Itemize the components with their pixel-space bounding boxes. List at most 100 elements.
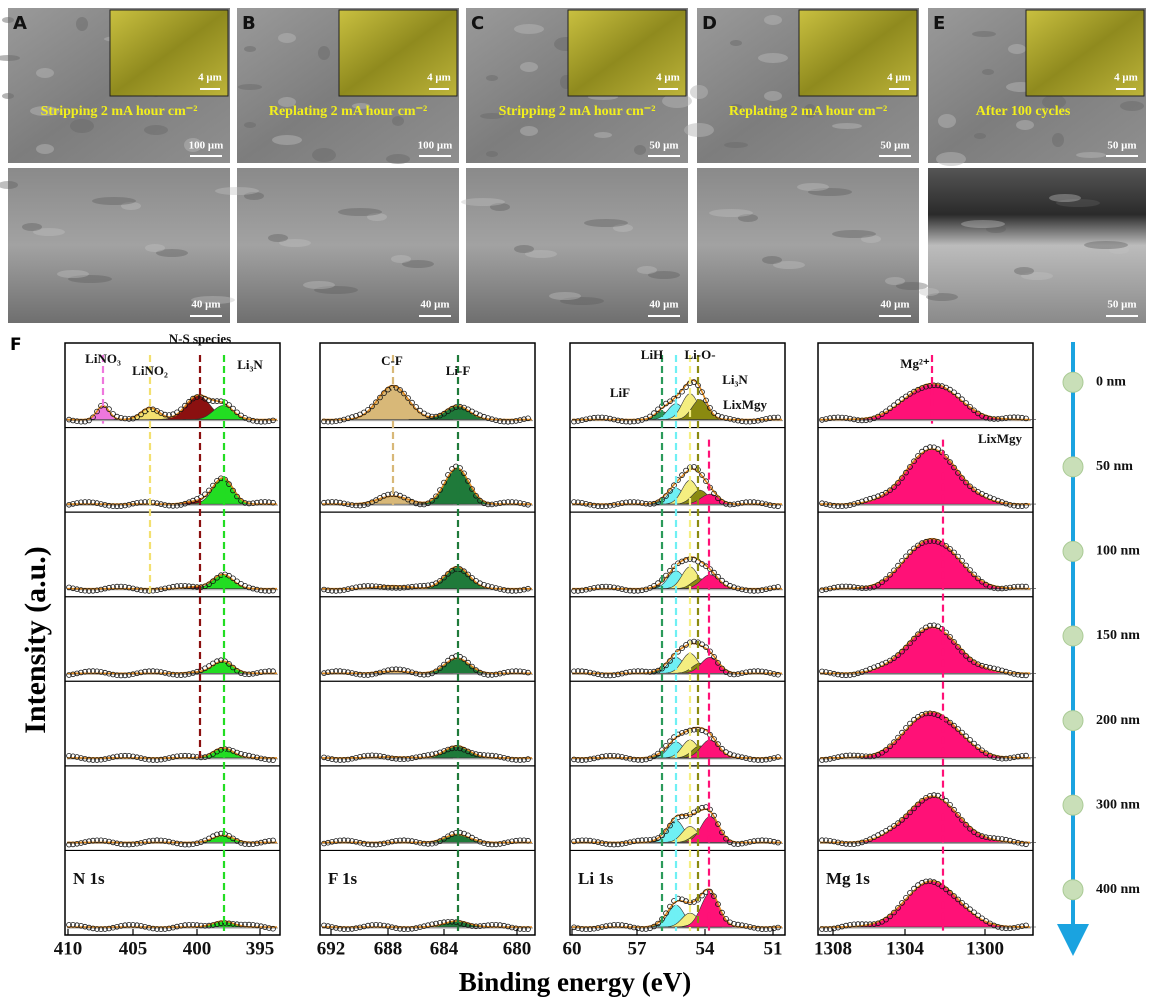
sem-texture: [758, 53, 788, 63]
sem-texture: [318, 46, 330, 60]
depth-marker: [1063, 626, 1083, 646]
peak-label: LiF: [610, 385, 630, 400]
sem-texture: [76, 17, 88, 31]
sem-texture: [730, 40, 742, 46]
sem-texture: [832, 230, 876, 238]
depth-label: 150 nm: [1096, 628, 1140, 643]
sem-texture: [1076, 152, 1106, 158]
sem-texture: [724, 142, 748, 148]
sem-texture: [972, 31, 996, 37]
sem-texture: [762, 256, 782, 264]
panel-letter: D: [702, 13, 717, 34]
panel-letter: E: [933, 13, 945, 34]
x-axis-title: Binding energy (eV): [459, 967, 692, 997]
peak-label: LixMgy: [978, 431, 1023, 446]
x-tick-label: 400: [183, 938, 212, 959]
x-tick-label: 688: [374, 938, 403, 959]
sem-texture: [974, 133, 986, 139]
x-tick-label: 680: [503, 938, 532, 959]
depth-marker: [1063, 541, 1083, 561]
element-label: N 1s: [73, 869, 105, 888]
inset-scale: 4 μm: [656, 72, 680, 84]
sem-texture: [1120, 101, 1144, 111]
panel-letter: C: [471, 13, 484, 34]
sem-texture: [57, 270, 89, 278]
bottom-scale: 40 μm: [880, 299, 909, 311]
x-tick-label: 54: [696, 938, 716, 959]
peak-label: Li₃N: [237, 357, 263, 372]
sem-texture: [982, 69, 994, 75]
x-tick-label: 57: [628, 938, 648, 959]
sem-texture: [36, 144, 54, 154]
peak-label: Li-O-: [684, 347, 715, 362]
sem-texture: [268, 234, 288, 242]
sem-texture: [764, 15, 782, 25]
x-tick-label: 684: [430, 938, 459, 959]
sem-texture: [145, 244, 165, 252]
x-tick-label: 410: [54, 938, 83, 959]
sem-texture: [238, 84, 262, 90]
x-tick-label: 1308: [814, 938, 852, 959]
envelope: [322, 746, 532, 758]
envelope: [322, 921, 532, 927]
envelope: [67, 575, 277, 589]
sem-texture: [272, 135, 302, 145]
peak-label: C-F: [381, 353, 403, 368]
sem-texture: [70, 119, 94, 133]
sem-texture: [764, 91, 782, 101]
sem-texture: [594, 132, 612, 138]
top-scale: 50 μm: [649, 140, 678, 152]
sem-texture: [520, 126, 538, 136]
depth-label: 50 nm: [1096, 459, 1133, 474]
inset-scale: 4 μm: [887, 72, 911, 84]
sem-texture: [244, 122, 256, 128]
bottom-scale: 40 μm: [649, 299, 678, 311]
depth-label: 200 nm: [1096, 713, 1140, 728]
top-scale: 100 μm: [189, 140, 224, 152]
sem-texture: [303, 281, 335, 289]
top-scale: 100 μm: [418, 140, 453, 152]
sem-texture: [338, 208, 382, 216]
sem-texture: [797, 183, 829, 191]
sem-texture: [144, 125, 168, 135]
x-tick-label: 405: [119, 938, 148, 959]
depth-marker: [1063, 711, 1083, 731]
depth-marker: [1063, 457, 1083, 477]
sem-texture: [684, 123, 714, 137]
inset-scale: 4 μm: [198, 72, 222, 84]
bottom-scale: 40 μm: [191, 299, 220, 311]
top-scale: 50 μm: [880, 140, 909, 152]
depth-label: 100 nm: [1096, 544, 1140, 559]
x-tick-label: 395: [246, 938, 275, 959]
figure: F Intensity (a.u.) Binding energy (eV) 4…: [0, 0, 1149, 1000]
sem-caption: Stripping 2 mA hour cm⁻²: [41, 104, 198, 119]
sem-texture: [486, 151, 498, 157]
sem-texture: [244, 46, 256, 52]
peak-label: LixMgy: [723, 397, 768, 412]
sem-texture: [637, 266, 657, 274]
fit-component: [828, 712, 1036, 758]
sem-texture: [961, 220, 1005, 228]
sem-texture: [584, 219, 628, 227]
inset-scale: 4 μm: [427, 72, 451, 84]
fit-component: [828, 539, 1036, 589]
peak-label: LiH: [641, 347, 663, 362]
sem-texture: [386, 154, 410, 164]
sem-texture: [1084, 241, 1128, 249]
y-axis-title: Intensity (a.u.): [19, 546, 52, 734]
sem-texture: [709, 209, 753, 217]
peak-label: Mg²⁺: [900, 356, 930, 371]
envelope: [67, 748, 277, 758]
inset-scale: 4 μm: [1114, 72, 1138, 84]
sem-texture: [1052, 133, 1064, 147]
fit-component: [828, 449, 1036, 504]
depth-label: 300 nm: [1096, 797, 1140, 812]
sem-texture: [832, 123, 862, 129]
sem-texture: [1008, 44, 1026, 54]
fit-component: [828, 796, 1036, 842]
envelope: [322, 468, 532, 504]
sem-texture: [2, 93, 14, 99]
panel-letter: F: [10, 335, 22, 355]
xps-frame: [570, 343, 785, 935]
depth-marker: [1063, 795, 1083, 815]
